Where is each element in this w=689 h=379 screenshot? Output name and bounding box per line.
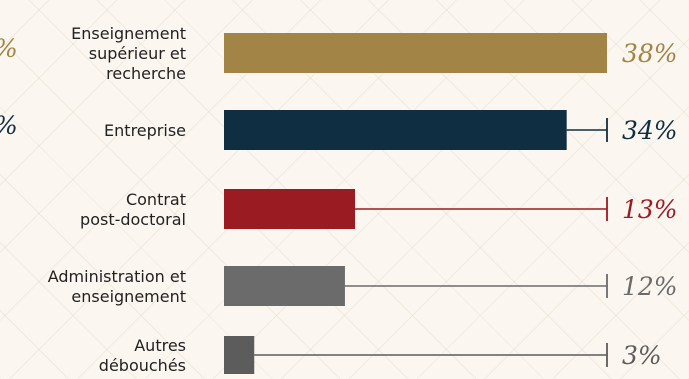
bar	[224, 336, 255, 374]
category-label: Entreprise	[104, 121, 186, 140]
bar-row: Autres débouchés 3%	[99, 336, 662, 375]
category-label: Administration et enseignement	[48, 267, 186, 306]
chart-rows: Enseignement supérieur et recherche 38% Entr…	[48, 24, 678, 375]
category-label: Contrat post-doctoral	[80, 190, 186, 229]
category-label: Autres débouchés	[99, 336, 186, 375]
bar-row: Administration et enseignement 12%	[48, 266, 678, 306]
clipped-left-value-labels: %%	[0, 34, 18, 140]
bar-row: Entreprise 34%	[104, 110, 678, 150]
clipped-value-fragment: %	[0, 111, 18, 140]
bar	[224, 266, 345, 306]
category-label: Enseignement supérieur et recherche	[71, 24, 186, 83]
clipped-value-fragment: %	[0, 34, 18, 63]
bar-row: Enseignement supérieur et recherche 38%	[71, 24, 677, 83]
value-label: 13%	[622, 195, 678, 224]
bar-row: Contrat post-doctoral 13%	[80, 189, 678, 229]
bar	[224, 110, 567, 150]
value-label: 38%	[622, 39, 678, 68]
value-label: 12%	[622, 272, 678, 301]
value-label: 3%	[622, 341, 662, 370]
value-label: 34%	[622, 116, 678, 145]
bar	[224, 33, 607, 73]
bar	[224, 189, 356, 229]
